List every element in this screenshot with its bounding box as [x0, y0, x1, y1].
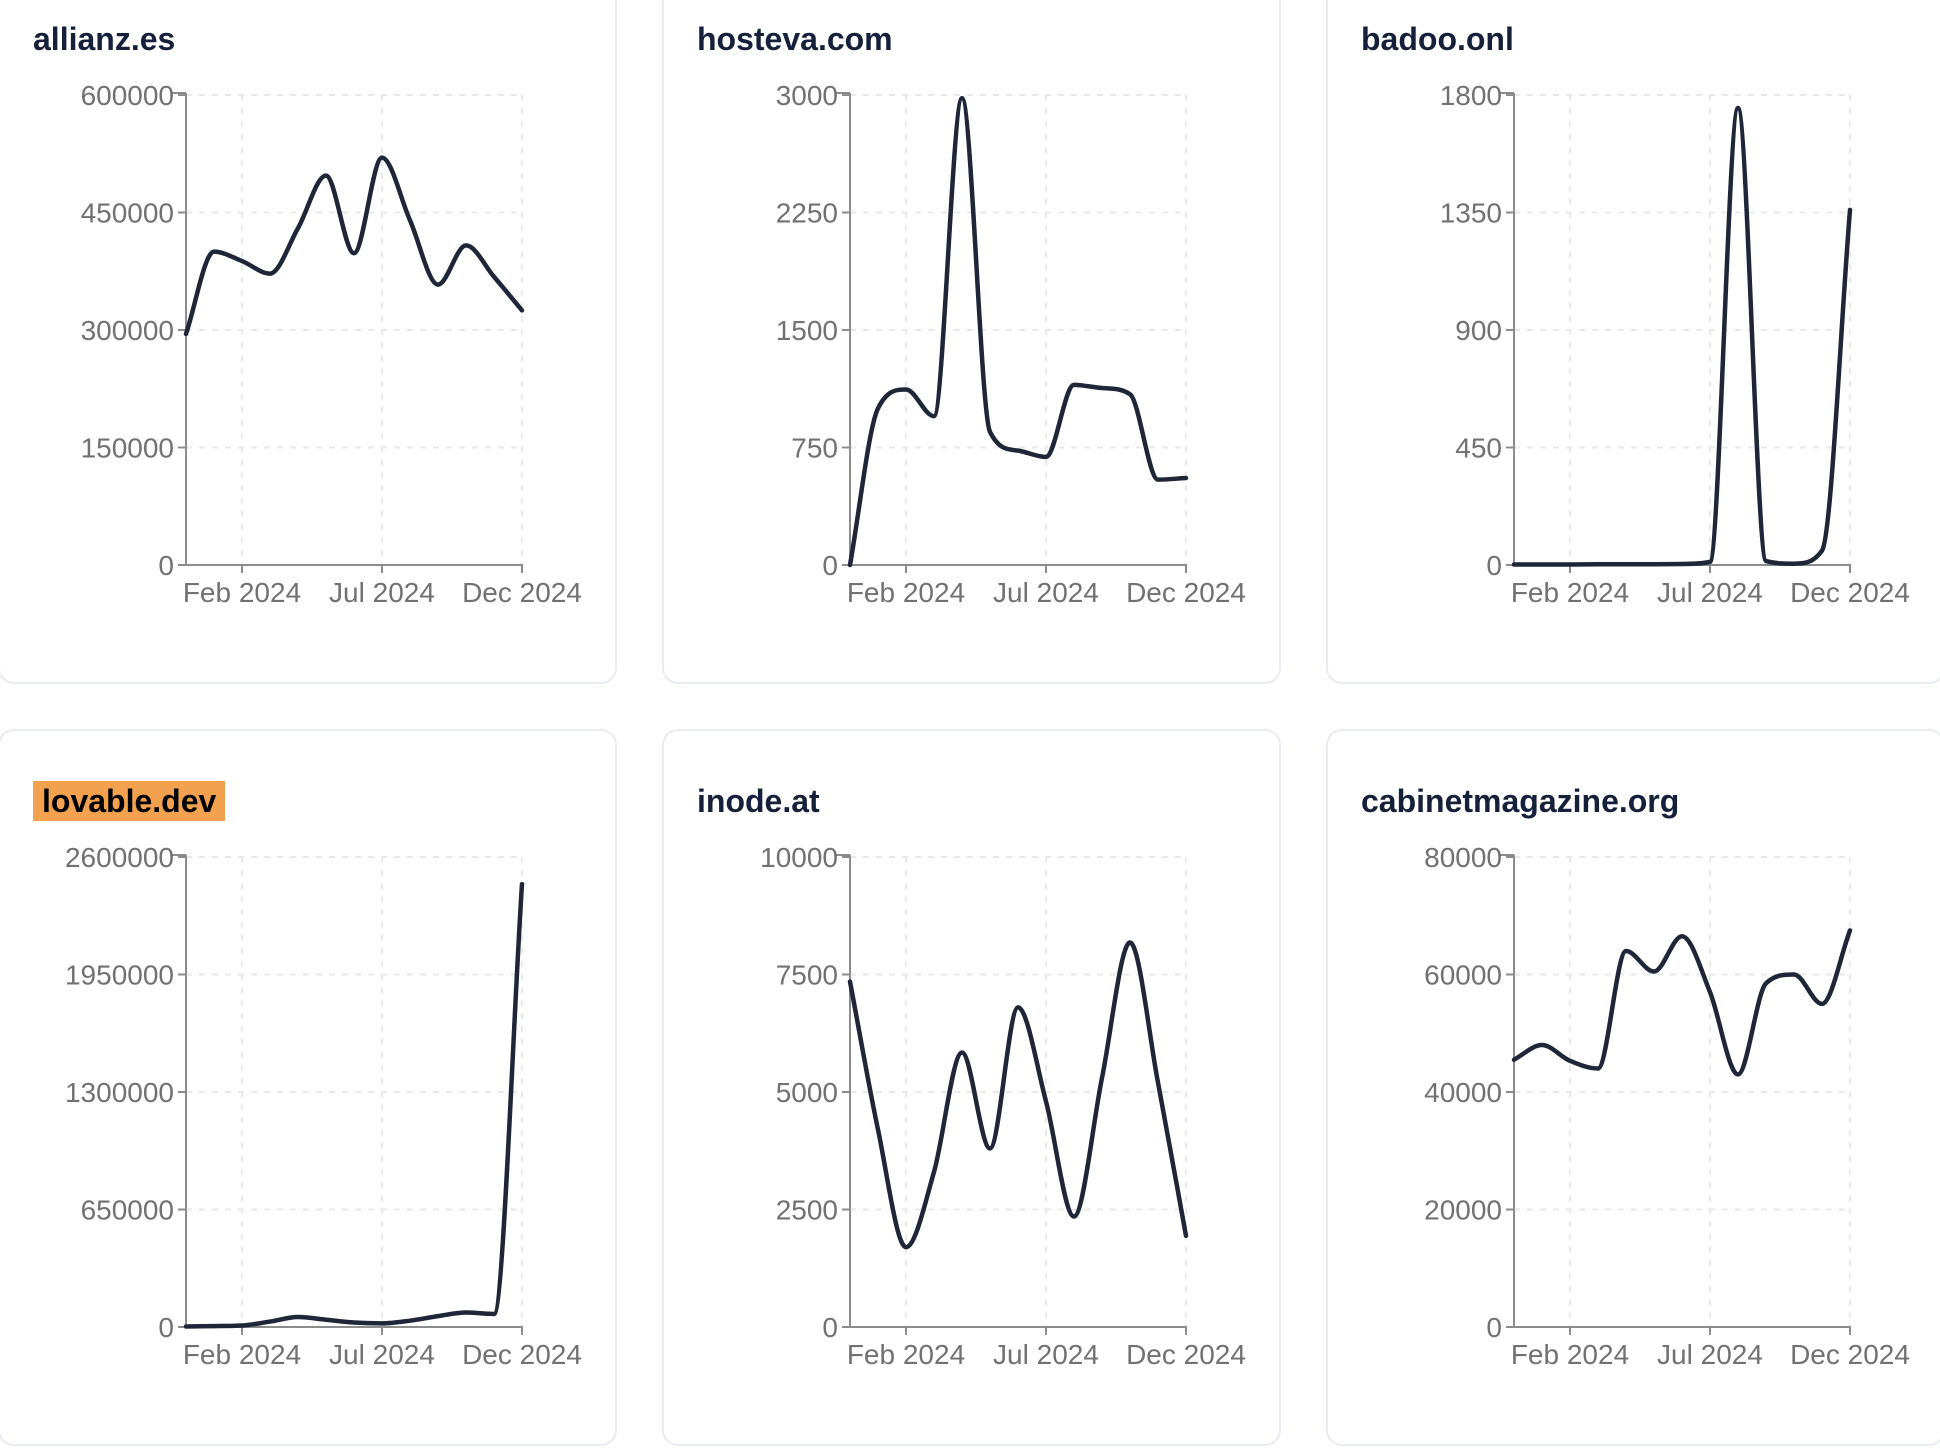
x-tick-label: Feb 2024 [183, 577, 301, 608]
traffic-line-chart: 0 150000 300000 450000 600000 Feb 2024 Jul 202… [81, 80, 582, 608]
x-tick-label: Dec 2024 [462, 1339, 582, 1370]
y-tick-label: 1800 [1440, 80, 1502, 111]
domain-title-text: inode.at [697, 783, 820, 819]
domain-card-inode[interactable]: inode.at 0 2500 5000 7500 10000 Feb 2024 Jul 2… [662, 729, 1281, 1446]
x-tick-label: Dec 2024 [1790, 577, 1910, 608]
domain-card-allianz[interactable]: allianz.es 0 150000 300000 450000 600000 Feb … [0, 0, 617, 684]
x-tick-label: Feb 2024 [183, 1339, 301, 1370]
x-tick-label: Feb 2024 [1511, 577, 1629, 608]
series-line [847, 95, 1189, 568]
domain-title: allianz.es [33, 19, 175, 59]
y-tick-label: 0 [1486, 1312, 1502, 1343]
y-tick-label: 80000 [1424, 842, 1502, 873]
x-tick-label: Jul 2024 [993, 1339, 1099, 1370]
x-tick-label: Dec 2024 [462, 577, 582, 608]
domain-title-text-highlighted: lovable.dev [33, 781, 226, 821]
domain-title: hosteva.com [697, 19, 893, 59]
traffic-line-chart: 0 450 900 1350 1800 Feb 2024 Jul 2024 Dec 2024 [1440, 80, 1910, 608]
series-line [183, 881, 525, 1329]
x-tick-label: Jul 2024 [993, 577, 1099, 608]
domain-title-text: hosteva.com [697, 21, 893, 57]
y-tick-label: 900 [1455, 315, 1502, 346]
domain-title-text: allianz.es [33, 21, 176, 57]
x-tick-label: Jul 2024 [1657, 1339, 1763, 1370]
y-tick-label: 300000 [81, 315, 174, 346]
y-tick-label: 1350 [1440, 198, 1502, 229]
y-tick-label: 750 [791, 433, 838, 464]
domain-card-hosteva[interactable]: hosteva.com 0 750 1500 2250 3000 Feb 2024 Jul … [662, 0, 1281, 684]
y-tick-label: 40000 [1424, 1077, 1502, 1108]
y-tick-label: 650000 [81, 1195, 174, 1226]
x-tick-label: Jul 2024 [329, 577, 435, 608]
y-tick-label: 10000 [760, 842, 838, 873]
domain-title: cabinetmagazine.org [1361, 781, 1679, 821]
y-tick-label: 150000 [81, 433, 174, 464]
y-tick-label: 0 [158, 550, 174, 581]
x-tick-label: Feb 2024 [847, 577, 965, 608]
y-tick-label: 600000 [81, 80, 174, 111]
domain-title: lovable.dev [33, 781, 226, 821]
domain-title: badoo.onl [1361, 19, 1514, 59]
y-tick-label: 1300000 [65, 1077, 174, 1108]
series-line [1511, 928, 1853, 1077]
domain-card-lovable[interactable]: lovable.dev 0 650000 1300000 1950000 2600000… [0, 729, 617, 1446]
y-tick-label: 0 [1486, 550, 1502, 581]
y-tick-label: 3000 [776, 80, 838, 111]
series-line [183, 155, 525, 337]
y-tick-label: 2500 [776, 1195, 838, 1226]
domain-card-badoo[interactable]: badoo.onl 0 450 900 1350 1800 Feb 2024 Jul 202… [1326, 0, 1940, 684]
y-tick-label: 0 [822, 550, 838, 581]
y-tick-label: 20000 [1424, 1195, 1502, 1226]
y-tick-label: 7500 [776, 960, 838, 991]
x-tick-label: Dec 2024 [1126, 1339, 1246, 1370]
domain-card-cabinetmagazine[interactable]: cabinetmagazine.org 0 20000 40000 60000 8000… [1326, 729, 1940, 1446]
y-tick-label: 0 [158, 1312, 174, 1343]
domain-title: inode.at [697, 781, 820, 821]
y-tick-label: 450000 [81, 198, 174, 229]
y-tick-label: 1950000 [65, 960, 174, 991]
traffic-line-chart: 0 750 1500 2250 3000 Feb 2024 Jul 2024 Dec 2024 [776, 80, 1246, 608]
traffic-line-chart: 0 2500 5000 7500 10000 Feb 2024 Jul 2024 Dec 20… [760, 842, 1246, 1370]
traffic-line-chart: 0 20000 40000 60000 80000 Feb 2024 Jul 2024 Dec… [1424, 842, 1910, 1370]
y-tick-label: 5000 [776, 1077, 838, 1108]
series-line [847, 940, 1189, 1250]
series-line [1511, 105, 1853, 567]
y-tick-label: 1500 [776, 315, 838, 346]
y-tick-label: 0 [822, 1312, 838, 1343]
y-tick-label: 2250 [776, 198, 838, 229]
domain-title-text: badoo.onl [1361, 21, 1514, 57]
x-tick-label: Dec 2024 [1790, 1339, 1910, 1370]
y-tick-label: 450 [1455, 433, 1502, 464]
x-tick-label: Jul 2024 [329, 1339, 435, 1370]
x-tick-label: Feb 2024 [847, 1339, 965, 1370]
y-tick-label: 60000 [1424, 960, 1502, 991]
traffic-line-chart: 0 650000 1300000 1950000 2600000 Feb 2024 Jul … [65, 842, 582, 1370]
x-tick-label: Dec 2024 [1126, 577, 1246, 608]
x-tick-label: Jul 2024 [1657, 577, 1763, 608]
domain-title-text: cabinetmagazine.org [1361, 783, 1680, 819]
x-tick-label: Feb 2024 [1511, 1339, 1629, 1370]
y-tick-label: 2600000 [65, 842, 174, 873]
